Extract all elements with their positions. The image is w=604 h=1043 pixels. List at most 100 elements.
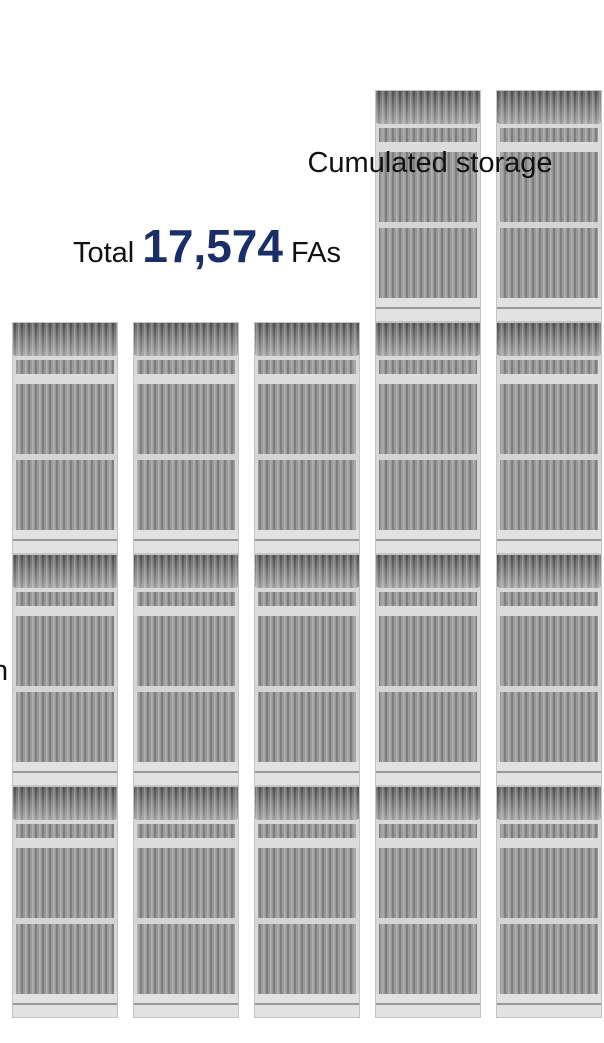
upper-panel <box>137 824 235 838</box>
upper-panel <box>16 592 114 606</box>
upper-panel <box>16 824 114 838</box>
band <box>254 454 360 460</box>
band <box>133 606 239 616</box>
band <box>496 374 602 384</box>
band <box>12 606 118 616</box>
band <box>12 918 118 924</box>
panel <box>379 384 477 454</box>
base <box>375 530 481 554</box>
cap-fade <box>12 786 118 820</box>
rack-module <box>254 786 360 1018</box>
band <box>12 454 118 460</box>
edge <box>254 786 360 1018</box>
edge <box>375 90 481 322</box>
total-prefix: Total <box>73 237 134 269</box>
edge <box>254 322 360 554</box>
edge <box>12 322 118 554</box>
band <box>254 686 360 692</box>
band <box>496 454 602 460</box>
rack-module <box>133 786 239 1018</box>
panel <box>379 692 477 762</box>
base <box>254 530 360 554</box>
base <box>496 530 602 554</box>
band <box>496 918 602 924</box>
panel <box>500 616 598 686</box>
band <box>375 222 481 228</box>
cap-fade <box>133 322 239 356</box>
upper-panel <box>16 360 114 374</box>
band <box>12 374 118 384</box>
title: Cumulated storage <box>307 147 552 179</box>
cap-fade <box>375 554 481 588</box>
upper-panel <box>500 128 598 142</box>
rack-module <box>375 322 481 554</box>
base <box>133 530 239 554</box>
panel <box>379 924 477 994</box>
band <box>496 142 602 152</box>
band <box>133 374 239 384</box>
base <box>375 994 481 1018</box>
cap-fade <box>496 322 602 356</box>
cap-fade <box>133 554 239 588</box>
edge <box>375 786 481 1018</box>
total-unit: FAs <box>291 237 341 269</box>
upper-panel <box>379 128 477 142</box>
upper-panel <box>258 360 356 374</box>
rack-module <box>12 786 118 1018</box>
rack-module <box>375 90 481 322</box>
rack-module <box>12 554 118 786</box>
base <box>12 762 118 786</box>
edge <box>133 786 239 1018</box>
panel <box>379 848 477 918</box>
rack-module <box>496 554 602 786</box>
total-value: 17,574 <box>142 220 283 272</box>
total-line: Total 17,574 FAs <box>73 220 341 272</box>
panel <box>16 848 114 918</box>
cap-fade <box>496 554 602 588</box>
cap-fade <box>254 322 360 356</box>
panel <box>16 384 114 454</box>
cap-fade <box>375 786 481 820</box>
band <box>133 454 239 460</box>
panel <box>137 924 235 994</box>
band <box>496 686 602 692</box>
cap-fade <box>254 786 360 820</box>
rack-module <box>375 554 481 786</box>
edge <box>496 322 602 554</box>
panel <box>500 924 598 994</box>
base <box>133 994 239 1018</box>
upper-panel <box>258 824 356 838</box>
cap-fade <box>375 322 481 356</box>
panel <box>379 460 477 530</box>
edge <box>12 786 118 1018</box>
cap-fade <box>12 554 118 588</box>
panel <box>16 924 114 994</box>
edge <box>375 322 481 554</box>
upper-panel <box>500 360 598 374</box>
rack-module <box>254 554 360 786</box>
upper-panel <box>500 592 598 606</box>
rack-module <box>133 322 239 554</box>
cap-fade <box>254 554 360 588</box>
band <box>375 686 481 692</box>
panel <box>258 848 356 918</box>
edge <box>254 554 360 786</box>
panel <box>258 616 356 686</box>
band <box>496 606 602 616</box>
panel <box>16 616 114 686</box>
edge <box>12 554 118 786</box>
base <box>496 994 602 1018</box>
base <box>496 298 602 322</box>
cap-fade <box>496 90 602 124</box>
panel <box>379 616 477 686</box>
edge <box>133 554 239 786</box>
edge <box>496 90 602 322</box>
panel <box>137 616 235 686</box>
side-label: n <box>0 655 8 687</box>
base <box>496 762 602 786</box>
panel <box>16 460 114 530</box>
upper-panel <box>379 592 477 606</box>
upper-panel <box>379 360 477 374</box>
panel <box>500 384 598 454</box>
